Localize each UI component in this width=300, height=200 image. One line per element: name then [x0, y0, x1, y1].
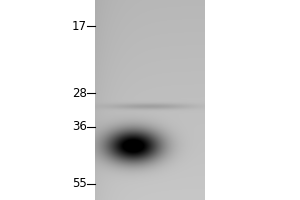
- Text: 36: 36: [72, 120, 87, 133]
- Text: 55: 55: [72, 177, 87, 190]
- Text: 28: 28: [72, 87, 87, 100]
- Text: 17: 17: [72, 20, 87, 33]
